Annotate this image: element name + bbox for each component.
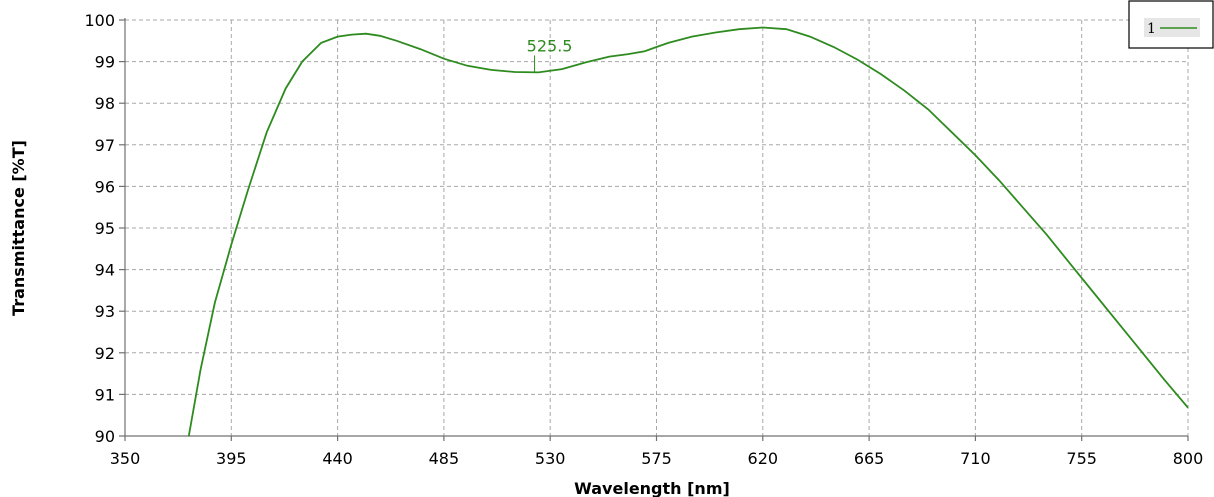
annotation-layer: 525.5 [527, 36, 573, 73]
y-tick-label: 95 [95, 219, 115, 238]
x-tick-label: 350 [110, 449, 141, 468]
x-tick-label: 800 [1173, 449, 1204, 468]
y-tick-label: 90 [95, 427, 115, 446]
x-tick-label: 440 [322, 449, 353, 468]
y-tick-label: 93 [95, 302, 115, 321]
y-tick-label: 98 [95, 94, 115, 113]
series-layer [187, 26, 1189, 437]
y-tick-label: 94 [95, 261, 115, 280]
legend: 1 [1128, 0, 1214, 49]
x-tick-label: 485 [429, 449, 460, 468]
x-axis-label: Wavelength [nm] [574, 479, 730, 497]
y-tick-label: 99 [95, 53, 115, 72]
annotation-label: 525.5 [527, 36, 573, 55]
x-tick-label: 710 [960, 449, 991, 468]
y-tick-label: 96 [95, 177, 115, 196]
y-tick-label: 92 [95, 344, 115, 363]
x-tick-label: 530 [535, 449, 566, 468]
x-tick-label: 665 [854, 449, 885, 468]
y-tick-label: 91 [95, 385, 115, 404]
y-axis-label: Transmittance [%T] [9, 140, 28, 316]
legend-entry-label: 1 [1147, 21, 1156, 37]
y-tick-label: 100 [84, 11, 115, 30]
x-tick-label: 395 [216, 449, 247, 468]
x-tick-label: 620 [748, 449, 779, 468]
x-tick-label: 755 [1066, 449, 1097, 468]
y-tick-label: 97 [95, 136, 115, 155]
x-axis-ticks: 350 395 440 485 530 575 620 665 710 755 800 [110, 436, 1204, 468]
series-line-1 [187, 26, 1189, 437]
y-axis-ticks: 90 91 92 93 94 95 96 97 98 99 100 [84, 11, 125, 446]
x-tick-label: 575 [641, 449, 672, 468]
grid [125, 19, 1189, 436]
